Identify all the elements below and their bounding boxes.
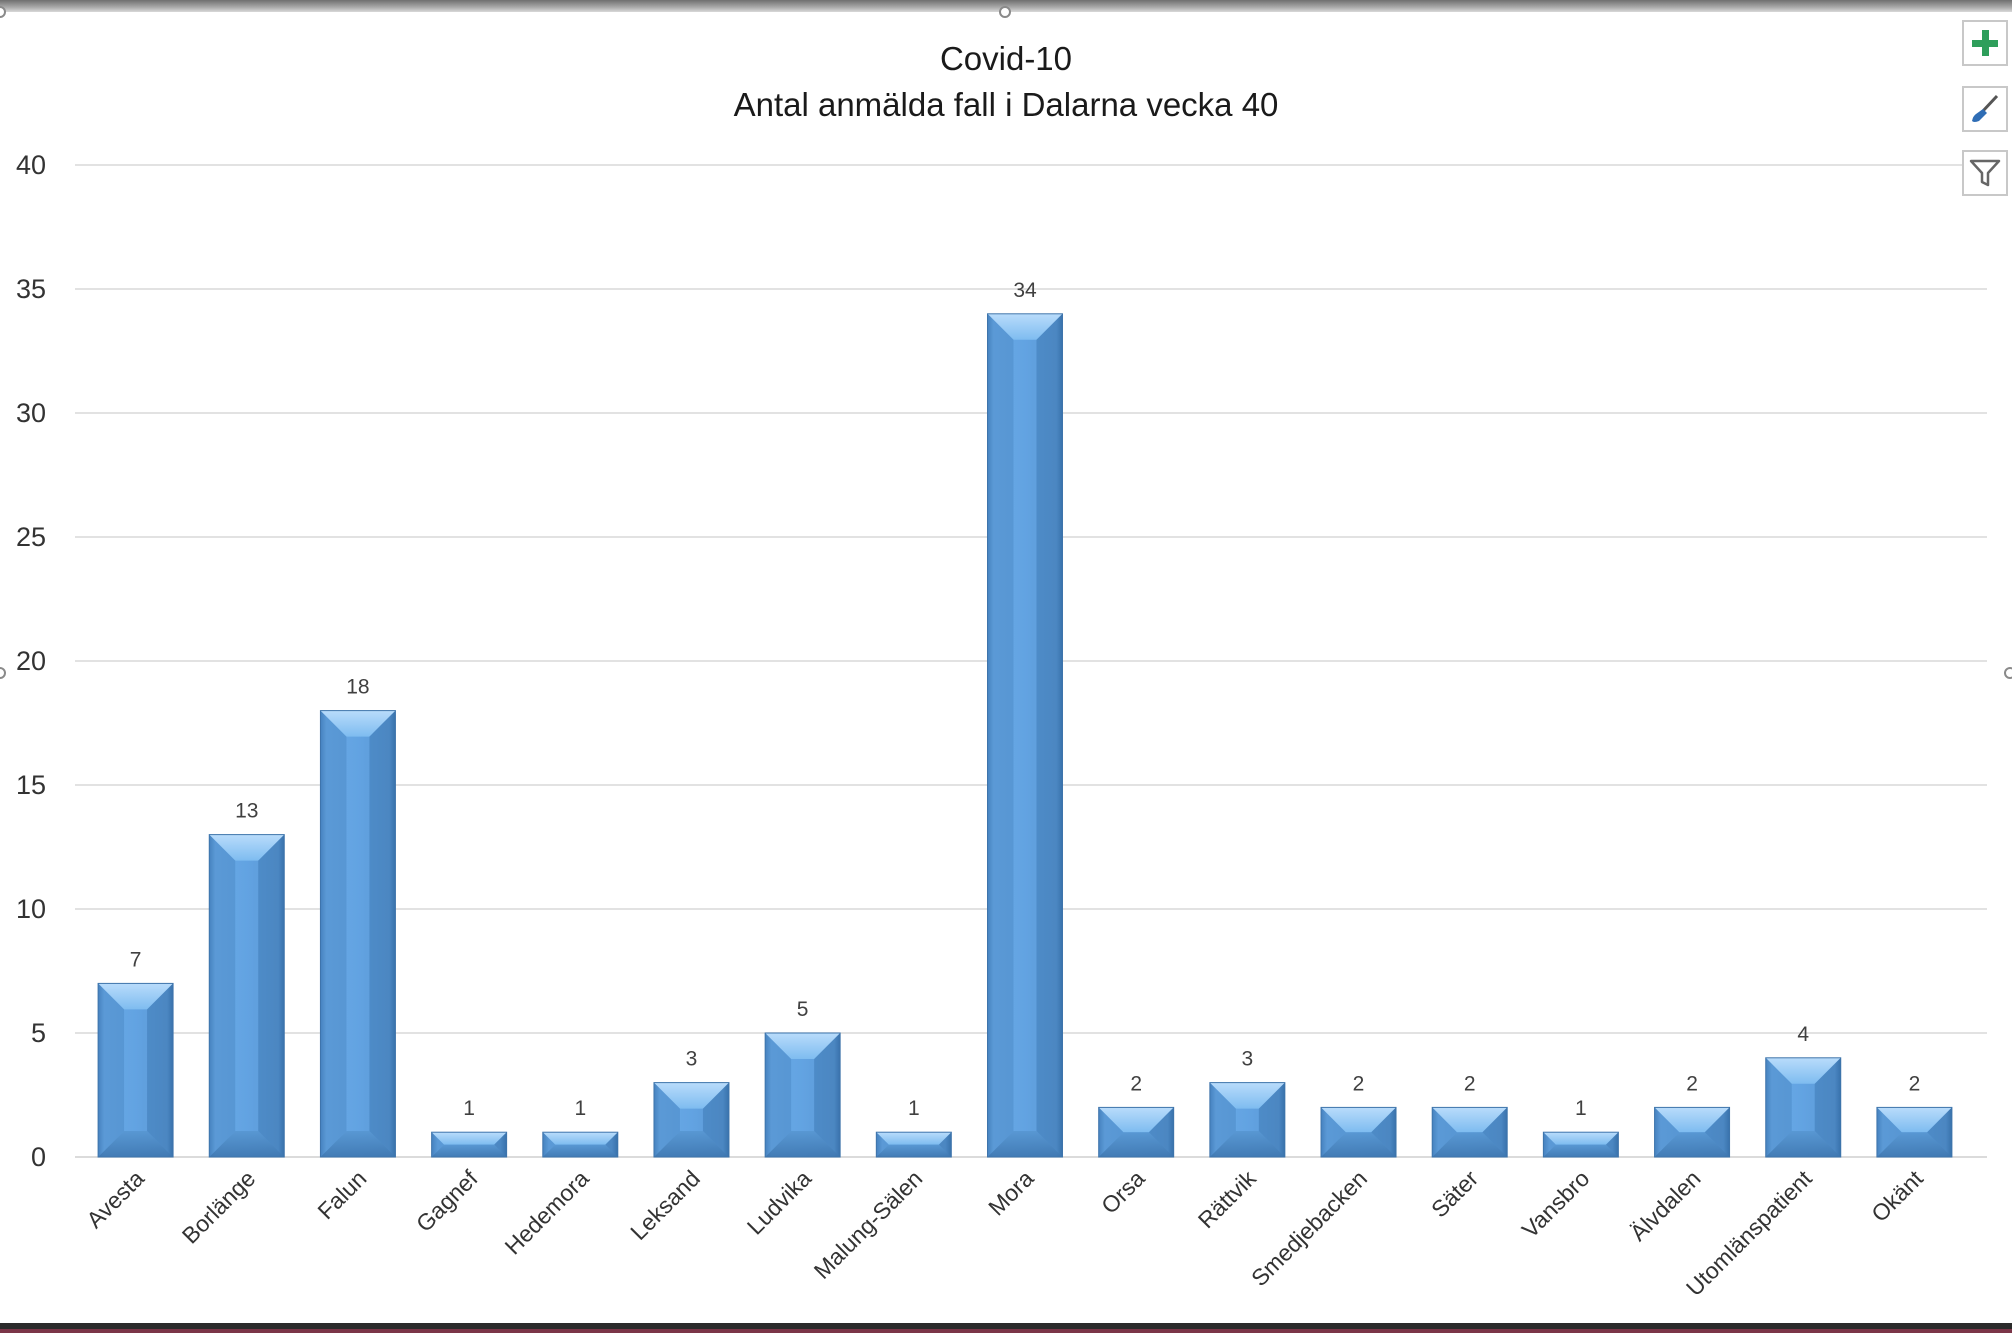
- bar[interactable]: [875, 1131, 952, 1158]
- bar[interactable]: [97, 982, 174, 1158]
- data-label: 34: [1013, 279, 1037, 302]
- bar[interactable]: [1209, 1082, 1286, 1158]
- x-tick-label: Gagnef: [411, 1165, 483, 1237]
- resize-handle-middle-left[interactable]: [0, 667, 6, 679]
- bar[interactable]: [542, 1131, 619, 1158]
- x-tick-label: Avesta: [81, 1165, 149, 1233]
- chart-filters-button[interactable]: [1962, 150, 2008, 196]
- y-tick-label: 25: [16, 522, 46, 552]
- x-tick-label: Säter: [1426, 1165, 1483, 1222]
- bar[interactable]: [987, 313, 1063, 1158]
- data-label: 3: [686, 1048, 698, 1071]
- y-tick-label: 5: [31, 1018, 46, 1048]
- x-axis-tick-labels: Avesta Borlänge Falun Gagnef Hedemora Leksand…: [81, 1165, 1928, 1301]
- bar[interactable]: [1320, 1106, 1397, 1158]
- y-tick-label: 35: [16, 274, 46, 304]
- x-tick-label: Mora: [983, 1165, 1039, 1221]
- bars: [97, 313, 1953, 1158]
- window-bottom-edge: [0, 1323, 2012, 1333]
- funnel-icon: [1969, 159, 2001, 187]
- y-tick-label: 0: [31, 1142, 46, 1172]
- chart-title: Covid-10: [940, 40, 1072, 77]
- data-label: 2: [1353, 1072, 1365, 1095]
- x-tick-label: Okänt: [1866, 1165, 1928, 1227]
- data-label: 1: [463, 1097, 475, 1120]
- window-bottom-accent: [0, 1329, 2012, 1333]
- y-tick-label: 10: [16, 894, 46, 924]
- bar[interactable]: [1654, 1106, 1731, 1158]
- x-tick-label: Malung-Sälen: [809, 1165, 928, 1284]
- brush-icon: [1972, 94, 1999, 122]
- x-tick-label: Borlänge: [177, 1165, 260, 1248]
- x-tick-label: Falun: [312, 1165, 371, 1224]
- x-tick-label: Smedjebacken: [1246, 1165, 1372, 1291]
- bar[interactable]: [208, 834, 285, 1158]
- data-label: 13: [235, 800, 258, 823]
- bar[interactable]: [1765, 1057, 1842, 1158]
- data-label: 2: [1909, 1072, 1921, 1095]
- chart-styles-button[interactable]: [1962, 86, 2008, 132]
- data-label: 1: [908, 1097, 920, 1120]
- bar[interactable]: [653, 1082, 730, 1158]
- resize-handle-middle-right[interactable]: [2004, 667, 2012, 679]
- plus-icon: [1972, 30, 1998, 56]
- resize-handle-top-left[interactable]: [0, 6, 6, 18]
- x-tick-label: Orsa: [1096, 1165, 1150, 1219]
- bar[interactable]: [1098, 1106, 1175, 1158]
- y-axis-tick-labels: 0 5 10 15 20 25 30 35 40: [16, 150, 46, 1172]
- data-label: 1: [1575, 1097, 1587, 1120]
- data-label: 2: [1130, 1072, 1142, 1095]
- x-tick-label: Hedemora: [500, 1165, 594, 1259]
- x-tick-label: Vansbro: [1517, 1165, 1595, 1243]
- data-label: 1: [574, 1097, 586, 1120]
- bar[interactable]: [1876, 1106, 1953, 1158]
- x-tick-label: Rättvik: [1193, 1165, 1261, 1233]
- bar[interactable]: [1542, 1131, 1619, 1158]
- bar[interactable]: [319, 710, 396, 1158]
- x-tick-label: Ludvika: [742, 1165, 817, 1240]
- chart-subtitle: Antal anmälda fall i Dalarna vecka 40: [734, 86, 1279, 123]
- data-label: 2: [1686, 1072, 1698, 1095]
- bar[interactable]: [431, 1131, 508, 1158]
- y-tick-label: 15: [16, 770, 46, 800]
- data-label: 2: [1464, 1072, 1476, 1095]
- x-tick-label: Leksand: [625, 1165, 705, 1245]
- data-label: 5: [797, 998, 809, 1021]
- data-label: 7: [130, 948, 142, 971]
- y-tick-label: 20: [16, 646, 46, 676]
- chart-elements-button[interactable]: [1962, 20, 2008, 66]
- bar[interactable]: [764, 1032, 841, 1158]
- resize-handle-top-center[interactable]: [999, 6, 1011, 18]
- data-label: 4: [1797, 1023, 1809, 1046]
- bar[interactable]: [1431, 1106, 1508, 1158]
- data-label: 3: [1242, 1048, 1254, 1071]
- x-tick-label: Älvdalen: [1625, 1165, 1706, 1246]
- data-label: 18: [346, 676, 369, 699]
- y-tick-label: 40: [16, 150, 46, 180]
- y-tick-label: 30: [16, 398, 46, 428]
